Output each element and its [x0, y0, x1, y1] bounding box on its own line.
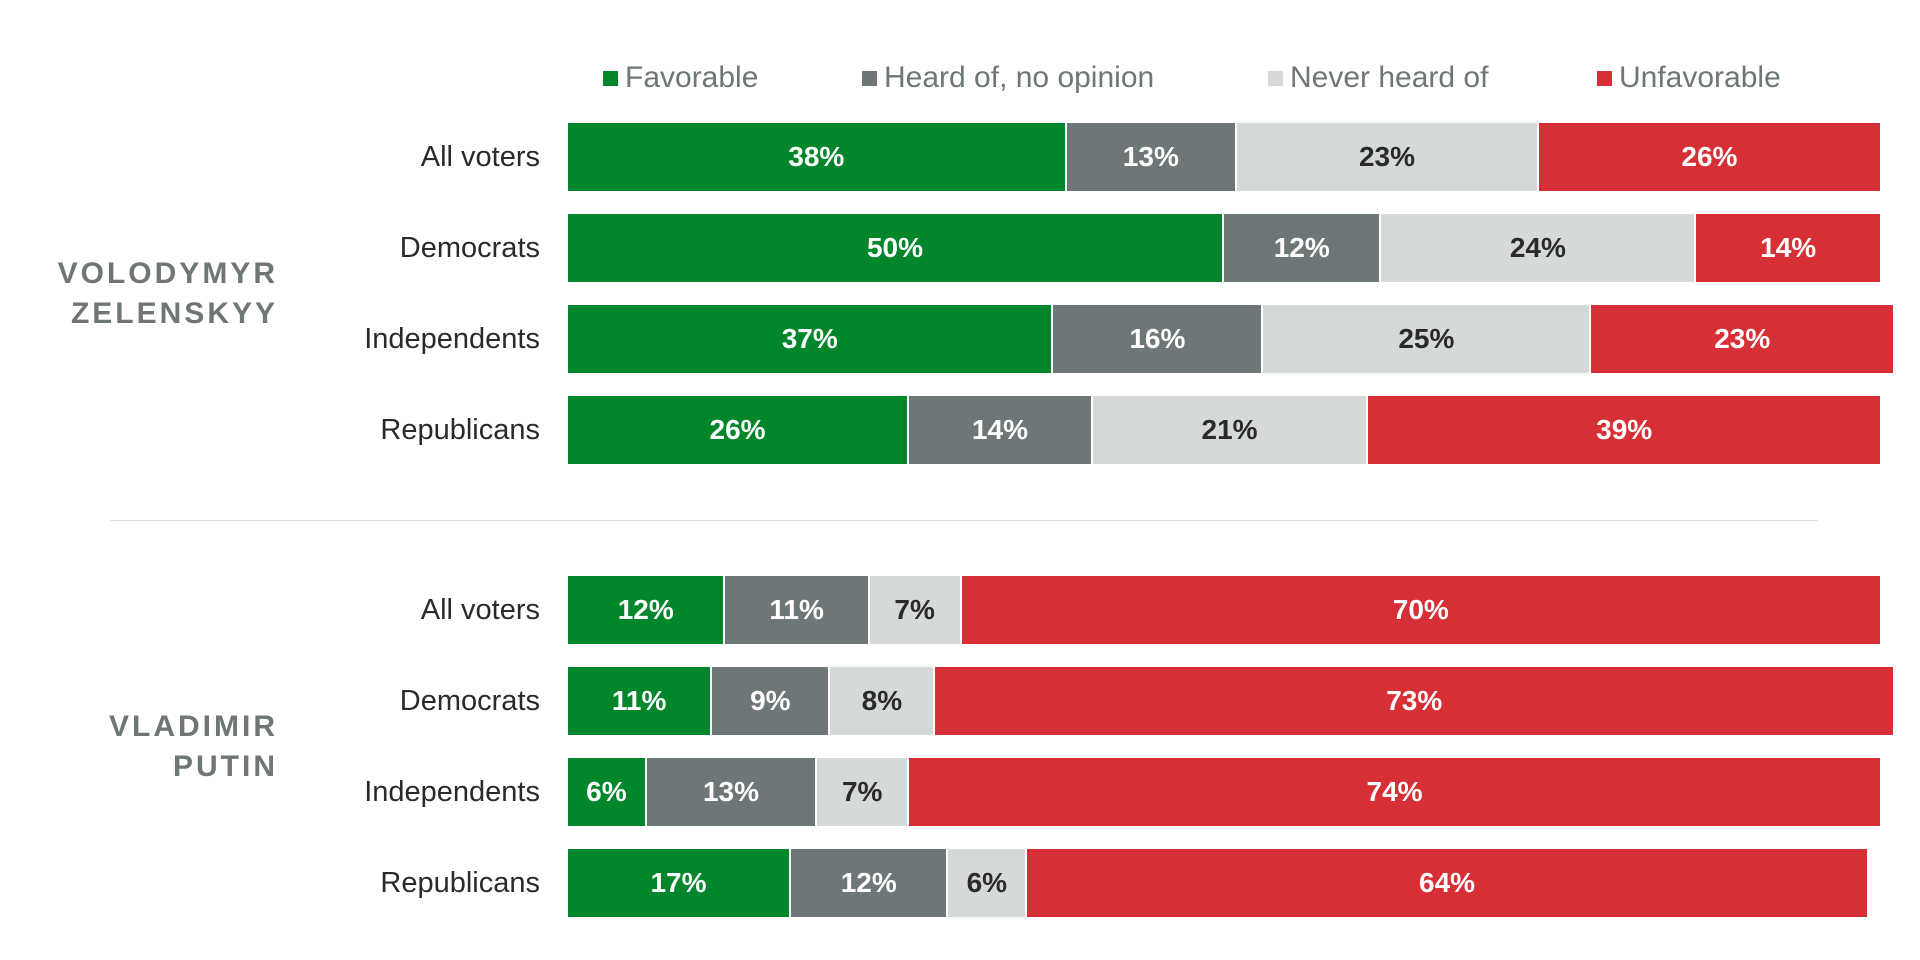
- data-label: 17%: [650, 867, 707, 898]
- data-label: 6%: [966, 867, 1008, 898]
- legend-swatch: [603, 70, 618, 86]
- data-label: 14%: [971, 414, 1028, 445]
- data-label: 7%: [894, 594, 935, 625]
- data-label: 13%: [702, 776, 760, 807]
- panel-title: VLADIMIR PUTIN: [109, 709, 278, 783]
- data-label: 70%: [1392, 594, 1449, 625]
- bar-segment-no-opinion: 14%: [909, 396, 1091, 464]
- bar-segment-never-heard: 23%: [1237, 123, 1537, 191]
- category-label: Republicans: [380, 414, 540, 446]
- legend-label: Never heard of: [1290, 61, 1489, 94]
- bar-segment-favorable: 50%: [568, 214, 1222, 282]
- bar-segment-unfavorable: 26%: [1538, 123, 1880, 191]
- data-label: 14%: [1760, 232, 1817, 263]
- legend-item-no-opinion: Heard of, no opinion: [862, 60, 1154, 96]
- data-label: 26%: [709, 414, 766, 445]
- legend-item-favorable: Favorable: [603, 60, 758, 96]
- data-label: 24%: [1509, 232, 1566, 263]
- legend-swatch: [1597, 70, 1612, 86]
- bar-segment-no-opinion: 12%: [791, 849, 947, 917]
- bar-segment-no-opinion: 13%: [1066, 123, 1236, 191]
- bar-segment-never-heard: 7%: [869, 576, 960, 644]
- bar-segment-favorable: 11%: [568, 667, 711, 735]
- data-label: 39%: [1596, 414, 1653, 445]
- category-label: Democrats: [399, 232, 540, 264]
- data-label: 23%: [1714, 323, 1771, 354]
- category-label: Republicans: [380, 867, 540, 899]
- data-label: 6%: [586, 776, 627, 807]
- data-label: 13%: [1122, 141, 1179, 172]
- bar-segment-favorable: 17%: [568, 849, 790, 917]
- legend-item-unfavorable: Unfavorable: [1597, 60, 1781, 96]
- bar-segment-no-opinion: 9%: [712, 667, 829, 735]
- panel-title: VOLODYMYR ZELENSKYY: [57, 256, 278, 330]
- category-label: Independents: [364, 323, 540, 355]
- bar-segment-unfavorable: 39%: [1368, 396, 1880, 464]
- bar-segment-never-heard: 25%: [1263, 305, 1590, 373]
- legend-label: Unfavorable: [1619, 61, 1781, 94]
- data-label: 8%: [861, 685, 903, 716]
- data-label: 73%: [1386, 685, 1443, 716]
- bar-segment-never-heard: 8%: [830, 667, 934, 735]
- bar-segment-no-opinion: 13%: [646, 758, 816, 826]
- data-label: 21%: [1201, 414, 1258, 445]
- section-divider: [110, 520, 1818, 521]
- category-label: Independents: [364, 776, 540, 808]
- bar-segment-favorable: 12%: [568, 576, 724, 644]
- data-label: 26%: [1681, 141, 1738, 172]
- data-label: 12%: [1273, 232, 1330, 263]
- bar-segment-favorable: 38%: [568, 123, 1065, 191]
- data-label: 12%: [840, 867, 897, 898]
- bar-segment-unfavorable: 14%: [1696, 214, 1880, 282]
- bar-segment-favorable: 6%: [568, 758, 645, 826]
- data-label: 25%: [1398, 323, 1455, 354]
- bar-segment-never-heard: 24%: [1381, 214, 1695, 282]
- data-label: 38%: [788, 141, 845, 172]
- data-label: 11%: [769, 594, 824, 625]
- data-label: 16%: [1129, 323, 1186, 354]
- category-label: All voters: [420, 141, 540, 173]
- bar-segment-favorable: 26%: [568, 396, 908, 464]
- bar-segment-no-opinion: 16%: [1053, 305, 1262, 373]
- legend-item-never-heard: Never heard of: [1268, 60, 1488, 96]
- data-label: 64%: [1419, 867, 1476, 898]
- data-label: 23%: [1358, 141, 1415, 172]
- bar-segment-unfavorable: 74%: [909, 758, 1880, 826]
- data-label: 74%: [1366, 776, 1423, 807]
- bar-segment-favorable: 37%: [568, 305, 1052, 373]
- bar-segment-unfavorable: 73%: [935, 667, 1894, 735]
- bar-segment-unfavorable: 64%: [1027, 849, 1867, 917]
- data-label: 9%: [750, 685, 791, 716]
- data-label: 50%: [866, 232, 924, 263]
- data-label: 37%: [781, 323, 838, 354]
- data-label: 11%: [611, 685, 667, 716]
- legend-swatch: [862, 70, 877, 86]
- bar-segment-no-opinion: 12%: [1224, 214, 1380, 282]
- bar-segment-no-opinion: 11%: [725, 576, 868, 644]
- legend-label: Favorable: [625, 61, 759, 94]
- bar-segment-unfavorable: 23%: [1591, 305, 1894, 373]
- data-label: 12%: [617, 594, 674, 625]
- bar-segment-never-heard: 6%: [948, 849, 1026, 917]
- category-label: Democrats: [399, 685, 540, 717]
- legend-swatch: [1268, 70, 1283, 86]
- bar-segment-unfavorable: 70%: [961, 576, 1880, 644]
- legend-label: Heard of, no opinion: [884, 61, 1155, 94]
- data-label: 7%: [841, 776, 883, 807]
- bar-segment-never-heard: 7%: [817, 758, 908, 826]
- category-label: All voters: [420, 594, 540, 626]
- bar-segment-never-heard: 21%: [1092, 396, 1367, 464]
